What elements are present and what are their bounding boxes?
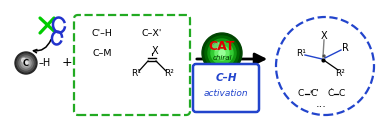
Text: chiral: chiral: [212, 55, 232, 61]
Circle shape: [215, 46, 229, 60]
Circle shape: [219, 50, 225, 56]
Text: Ċ: Ċ: [328, 89, 334, 99]
Text: –H: –H: [39, 58, 51, 68]
FancyArrowPatch shape: [197, 54, 264, 64]
Text: C'–H: C'–H: [92, 29, 112, 38]
Circle shape: [202, 33, 242, 73]
Circle shape: [21, 58, 31, 68]
Circle shape: [205, 36, 239, 70]
Text: C–H: C–H: [215, 73, 237, 83]
Text: X: X: [152, 46, 158, 56]
Text: R¹: R¹: [296, 49, 306, 58]
Circle shape: [21, 58, 26, 62]
Text: R²: R²: [335, 68, 345, 78]
Text: C: C: [298, 89, 304, 99]
Text: R²: R²: [164, 69, 174, 79]
Circle shape: [208, 39, 236, 67]
FancyArrowPatch shape: [34, 40, 51, 53]
Text: X: X: [321, 31, 327, 41]
Circle shape: [211, 42, 233, 64]
Circle shape: [25, 62, 28, 65]
Circle shape: [15, 52, 37, 74]
Text: +: +: [62, 56, 72, 69]
Text: *: *: [322, 54, 326, 62]
Text: C–X': C–X': [142, 29, 162, 38]
Text: C: C: [23, 58, 29, 68]
Text: R¹: R¹: [131, 69, 141, 79]
Text: activation: activation: [204, 89, 248, 98]
Text: C–M: C–M: [92, 48, 112, 58]
Circle shape: [23, 60, 29, 66]
Text: *: *: [310, 90, 314, 96]
Text: C': C': [311, 89, 319, 99]
Circle shape: [212, 42, 220, 50]
FancyBboxPatch shape: [74, 15, 190, 115]
Text: ...: ...: [316, 99, 326, 109]
Circle shape: [19, 56, 33, 70]
Text: R: R: [342, 43, 348, 53]
FancyBboxPatch shape: [193, 64, 259, 112]
Circle shape: [17, 54, 35, 72]
Text: CAT: CAT: [209, 41, 235, 54]
Text: C: C: [339, 89, 345, 99]
